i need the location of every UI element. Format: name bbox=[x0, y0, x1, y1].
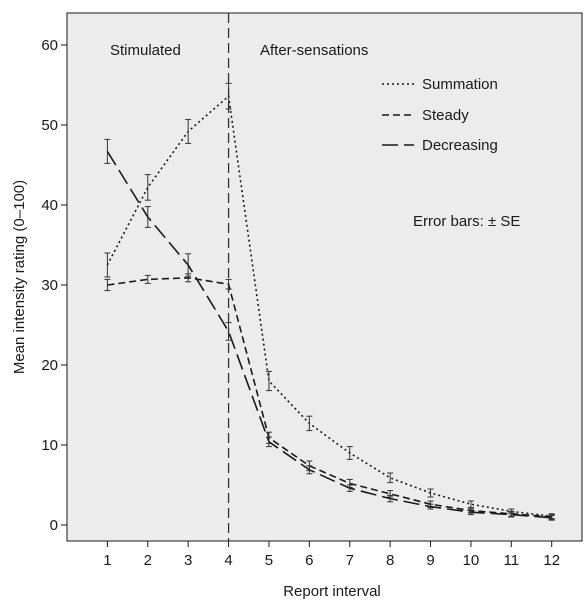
x-tick-label: 6 bbox=[305, 552, 313, 569]
x-tick-label: 12 bbox=[543, 552, 560, 569]
plot-area bbox=[66, 12, 583, 542]
y-tick-label: 30 bbox=[41, 277, 58, 294]
series-decreasing bbox=[104, 138, 555, 521]
region-label-after-sensations: After-sensations bbox=[260, 42, 368, 59]
x-tick-label: 3 bbox=[184, 552, 192, 569]
y-axis: 0 10 20 30 40 50 60 bbox=[41, 37, 67, 534]
legend-label-steady: Steady bbox=[422, 107, 469, 124]
y-tick-label: 10 bbox=[41, 437, 58, 454]
y-tick-label: 20 bbox=[41, 357, 58, 374]
x-axis-title: Report interval bbox=[283, 583, 381, 600]
error-bars-annotation: Error bars: ± SE bbox=[413, 213, 520, 230]
legend-label-summation: Summation bbox=[422, 76, 498, 93]
series-layer bbox=[104, 82, 555, 521]
x-tick-label: 4 bbox=[224, 552, 232, 569]
y-tick-label: 50 bbox=[41, 117, 58, 134]
legend-label-decreasing: Decreasing bbox=[422, 137, 498, 154]
x-tick-label: 2 bbox=[144, 552, 152, 569]
y-tick-label: 60 bbox=[41, 37, 58, 54]
x-tick-label: 10 bbox=[463, 552, 480, 569]
series-line-decreasing bbox=[106, 150, 552, 519]
y-tick-label: 40 bbox=[41, 197, 58, 214]
y-tick-label: 0 bbox=[50, 517, 58, 534]
x-axis: 1 2 3 4 5 6 7 8 9 10 11 12 bbox=[103, 541, 560, 569]
x-tick-label: 5 bbox=[265, 552, 273, 569]
y-axis-title: Mean intensity rating (0–100) bbox=[11, 180, 28, 374]
x-tick-label: 9 bbox=[426, 552, 434, 569]
legend: Summation Steady Decreasing bbox=[382, 76, 498, 154]
series-line-steady bbox=[107, 276, 552, 518]
series-line-summation bbox=[106, 94, 552, 517]
x-tick-label: 7 bbox=[346, 552, 354, 569]
x-tick-label: 8 bbox=[386, 552, 394, 569]
x-tick-label: 11 bbox=[504, 552, 520, 569]
series-summation bbox=[104, 82, 555, 520]
x-tick-label: 1 bbox=[103, 552, 111, 569]
region-label-stimulated: Stimulated bbox=[110, 42, 181, 59]
